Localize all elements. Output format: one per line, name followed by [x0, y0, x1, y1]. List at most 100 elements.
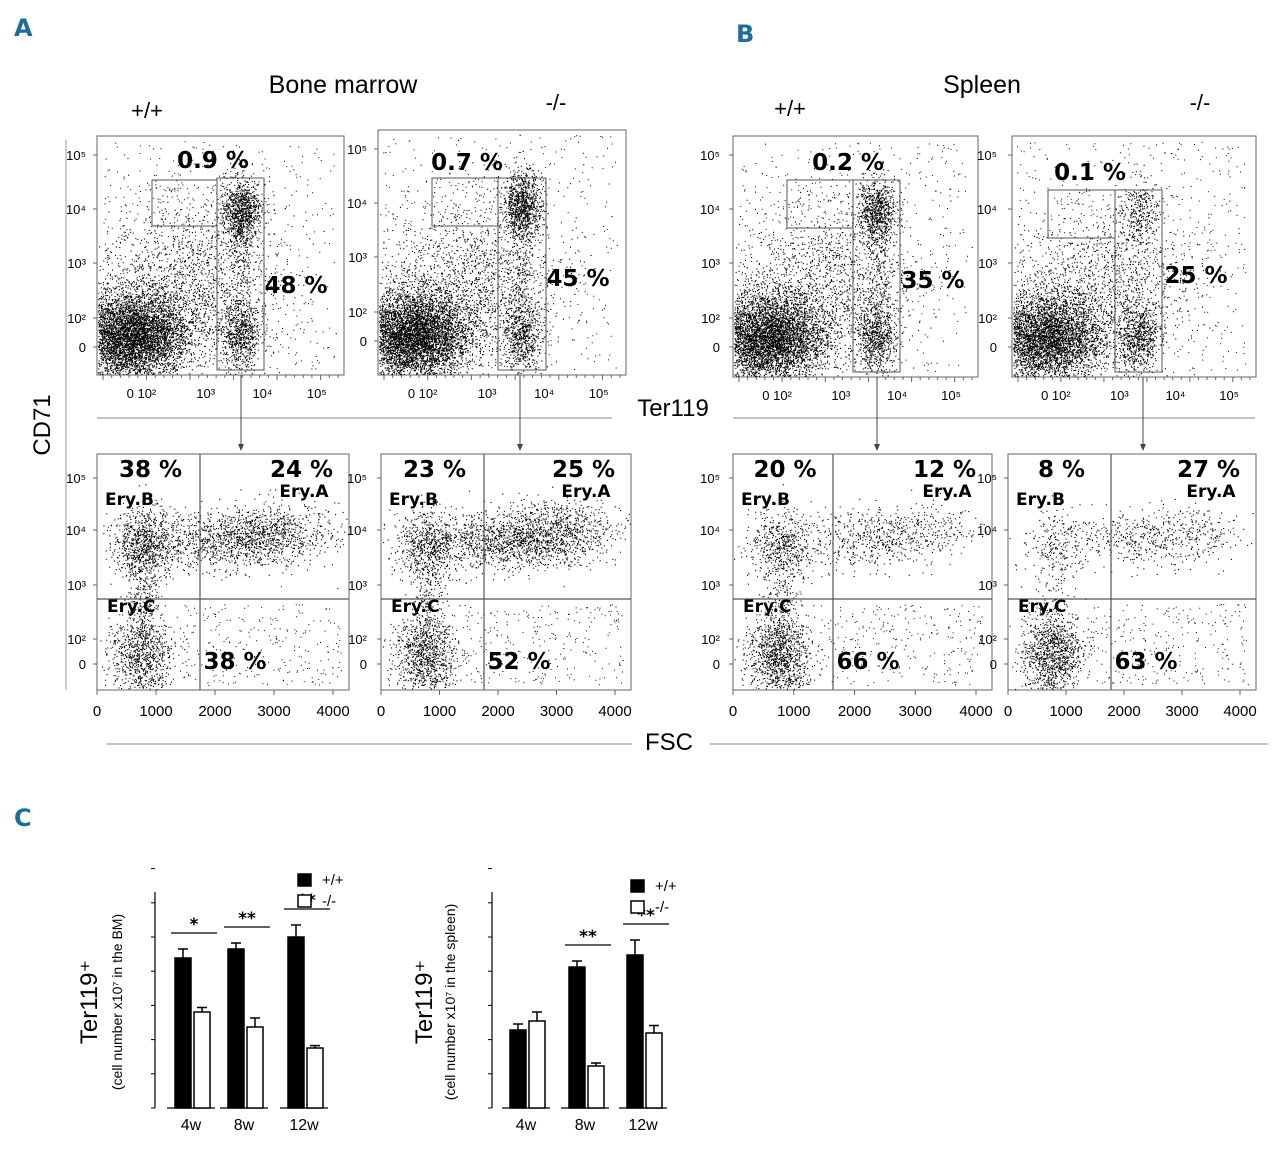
dot-cloud-cd71-high — [847, 161, 910, 265]
quadrant-percent-ery-a: 27 % — [1177, 457, 1240, 483]
y-tick-label: 10⁵ — [977, 471, 997, 486]
bar-wt-8w — [227, 948, 245, 1109]
dot-cloud-ery-c — [1009, 587, 1103, 690]
x-tick-label: 0 — [1004, 703, 1012, 720]
y-tick-label: 0 — [79, 657, 86, 672]
dot-cloud-ery-a — [107, 498, 343, 588]
plot-frame — [1007, 453, 1257, 691]
quadrant-percent-ery-b: 8 % — [1038, 457, 1085, 483]
gate-percent-cd71-high: 0.2 % — [812, 150, 884, 176]
y-tick-label: 10² — [67, 632, 86, 647]
bar-ko-4w — [193, 1011, 211, 1109]
x-tick-label: 2000 — [838, 703, 871, 720]
dot-cloud-transition — [859, 162, 895, 344]
dot-cloud-ter119-negative — [734, 262, 889, 378]
quadrant-percent-ery-a: 25 % — [552, 457, 615, 483]
legend-label: -/- — [655, 899, 669, 916]
legend-label: -/- — [322, 893, 336, 910]
x-tick-label: 4000 — [1223, 703, 1256, 720]
x-tick-label: 10⁵ — [589, 386, 609, 401]
bar-ko-8w — [587, 1065, 605, 1109]
y-axis-label: Ter119⁺ — [411, 960, 438, 1044]
plot-frame — [96, 135, 345, 376]
y-tick-label: 10² — [348, 305, 367, 320]
significance-mark: ** — [238, 909, 256, 929]
y-tick-label: 0 — [990, 340, 997, 355]
y-tick-label: 0 — [990, 657, 997, 672]
y-tick-label: 10² — [978, 632, 997, 647]
dot-cloud-sparse — [179, 604, 342, 686]
dot-cloud-ery-b — [734, 484, 840, 606]
y-tick-label: 10⁵ — [700, 148, 720, 163]
y-tick-label: 10³ — [978, 256, 997, 271]
genotype-label-bm-ko: -/- — [546, 90, 567, 115]
gate-percent-ter119: 25 % — [1164, 263, 1227, 289]
gate-label-ery-b: Ery.B — [1016, 490, 1065, 510]
category-label: 4w — [181, 1117, 202, 1134]
cd71-ter119-plot-bm-wt: 0.9 % 48 % 10⁵ 10⁴ 10³ 10² 0 0 10² 10³ 10⁴ 10⁵ — [66, 135, 345, 401]
legend-label: +/+ — [655, 878, 677, 895]
y-tick-label: 10⁴ — [66, 202, 86, 217]
category-label: 8w — [575, 1117, 596, 1134]
y-tick-label: 10⁴ — [66, 523, 86, 538]
dot-cloud-cd71-low — [1109, 280, 1166, 377]
x-tick-label: 0 10² — [762, 388, 792, 403]
x-tick-label: 3000 — [540, 703, 573, 720]
x-tick-label: 10³ — [478, 386, 497, 401]
gate-label-ery-a: Ery.A — [561, 482, 611, 502]
plot-frame — [96, 453, 350, 691]
legend-swatch — [297, 894, 312, 908]
gate-percent-cd71-high: 0.9 % — [177, 148, 249, 174]
y-tick-label: 10⁵ — [700, 471, 720, 486]
dot-cloud-gate — [434, 179, 499, 227]
x-tick-label: 10⁴ — [534, 386, 554, 401]
y-tick-label: 0 — [713, 657, 720, 672]
y-tick-label: 0 — [713, 340, 720, 355]
y-tick-label: 10³ — [701, 578, 720, 593]
dot-cloud-ery-a-tail — [189, 488, 348, 590]
x-tick-label: 10⁵ — [941, 388, 961, 403]
gate-arrow-head — [874, 444, 880, 451]
y-tick-label: 10⁵ — [347, 142, 367, 157]
y-tick-label: 10³ — [348, 250, 367, 265]
bar-wt-8w — [568, 966, 586, 1109]
gate-label-ery-c: Ery.C — [107, 597, 155, 617]
dot-cloud-transition — [223, 159, 272, 368]
x-tick-label: 1000 — [423, 703, 456, 720]
quadrant-percent-ery-c: 52 % — [487, 649, 550, 675]
gate-label-ery-b: Ery.B — [389, 490, 438, 510]
gate-label-ery-c: Ery.C — [743, 597, 791, 617]
panel-label-a: A — [14, 14, 33, 42]
x-tick-label: 10⁵ — [1219, 388, 1239, 403]
y-axis-sublabel: (cell number x10⁷ in the BM) — [109, 914, 125, 1090]
dot-cloud-ter119-negative — [1013, 262, 1168, 378]
quadrant-percent-ery-b: 20 % — [753, 457, 816, 483]
x-tick-label: 0 — [729, 703, 737, 720]
y-tick-label: 10⁵ — [66, 148, 86, 163]
y-tick-label: 10⁴ — [977, 202, 997, 217]
category-label: 8w — [234, 1117, 255, 1134]
dot-cloud-ery-a — [1023, 504, 1242, 578]
plot-frame — [732, 453, 993, 691]
significance-mark: * — [190, 915, 199, 935]
y-tick-label: 0 — [360, 334, 367, 349]
dot-cloud-cd71-high — [206, 162, 275, 270]
gate-ter119-positive — [1114, 189, 1163, 373]
gate-percent-ter119: 35 % — [901, 268, 964, 294]
x-tick-label: 4000 — [598, 703, 631, 720]
panel-label-c: C — [14, 804, 32, 832]
x-tick-label: 0 10² — [1041, 388, 1071, 403]
bar-ko-4w — [528, 1020, 546, 1109]
bar-wt-12w — [287, 936, 305, 1109]
y-tick-label: 10² — [701, 632, 720, 647]
category-label: 12w — [628, 1117, 658, 1134]
gate-label-ery-b: Ery.B — [741, 490, 790, 510]
plot-frame — [380, 453, 632, 691]
legend-label: +/+ — [322, 872, 344, 889]
x-tick-label: 1000 — [139, 703, 172, 720]
y-tick-label: 10³ — [978, 578, 997, 593]
x-tick-label: 10⁴ — [252, 386, 272, 401]
title-bone-marrow: Bone marrow — [269, 71, 419, 99]
bar-wt-4w — [174, 957, 192, 1109]
